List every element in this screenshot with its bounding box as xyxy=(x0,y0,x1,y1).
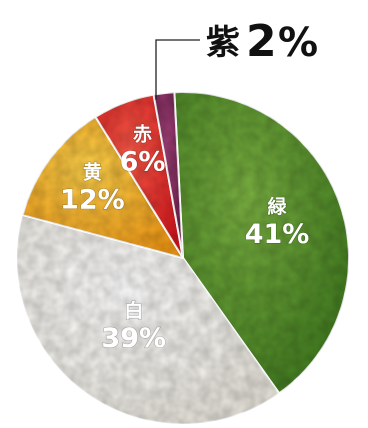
pie-slice-texture-green xyxy=(174,92,349,394)
pie-slice-texture-red xyxy=(95,94,183,258)
pie-slice-texture-white xyxy=(16,215,280,425)
slice-label-red: 赤 xyxy=(133,124,152,146)
purple-callout: 紫 2 % xyxy=(155,16,318,100)
callout-label: 紫 xyxy=(206,23,240,63)
pie-slice-texture-purple xyxy=(153,92,183,258)
callout-leader-line xyxy=(155,39,200,100)
slice-value-white: 39% xyxy=(101,323,166,354)
slice-label-white: 白 xyxy=(124,299,143,322)
pie-labels: 緑41% 白39% 黄12% 赤6% xyxy=(59,123,310,354)
slice-label-yellow: 黄 xyxy=(83,161,102,184)
callout-unit: % xyxy=(278,20,318,66)
pie-slice-texture-yellow xyxy=(22,116,184,258)
slice-label-green: 緑 xyxy=(268,195,288,218)
callout-value: 2 xyxy=(246,16,277,67)
slice-value-red: 6% xyxy=(120,147,166,178)
slice-value-green: 41% xyxy=(245,219,310,250)
pie-slices xyxy=(16,91,350,425)
slice-value-yellow: 12% xyxy=(60,185,125,216)
